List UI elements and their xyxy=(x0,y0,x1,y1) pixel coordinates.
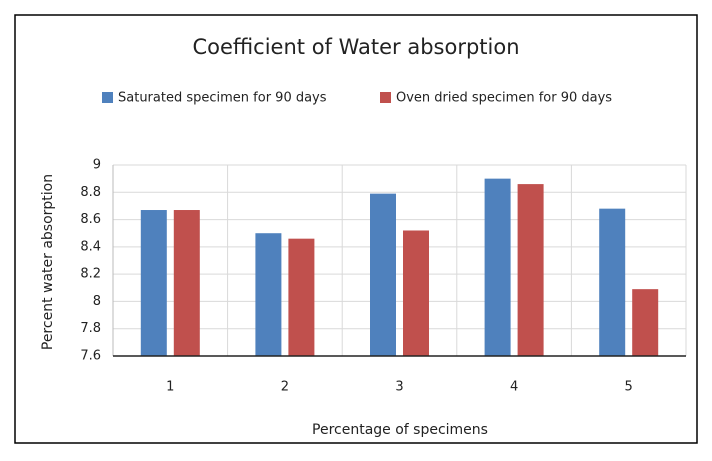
legend: Saturated specimen for 90 days Oven dried… xyxy=(102,91,612,106)
x-tick-label: 3 xyxy=(395,380,403,395)
chart-frame xyxy=(14,14,698,444)
bar xyxy=(517,184,544,356)
bar xyxy=(173,210,200,356)
bar xyxy=(288,238,315,356)
x-tick-label: 4 xyxy=(510,380,518,395)
legend-swatch xyxy=(102,92,113,103)
x-tick-label: 5 xyxy=(625,380,633,395)
bar xyxy=(370,193,396,356)
y-tick-label: 7.6 xyxy=(80,349,101,364)
bar xyxy=(599,208,626,356)
bar xyxy=(140,210,167,356)
y-tick-label: 8.4 xyxy=(80,239,101,254)
legend-label: Saturated specimen for 90 days xyxy=(118,91,327,106)
chart-title: Coefficient of Water absorption xyxy=(192,35,519,59)
bar xyxy=(484,178,511,356)
bar xyxy=(403,230,429,356)
legend-swatch xyxy=(380,92,391,103)
y-tick-label: 7.8 xyxy=(80,321,101,336)
y-tick-label: 8 xyxy=(93,294,101,309)
x-axis-label: Percentage of specimens xyxy=(312,422,488,438)
y-tick-label: 8.8 xyxy=(80,185,101,200)
bar xyxy=(632,289,659,356)
x-tick-label: 2 xyxy=(281,380,289,395)
legend-label: Oven dried specimen for 90 days xyxy=(396,91,612,106)
y-tick-label: 9 xyxy=(93,158,101,173)
y-tick-label: 8.6 xyxy=(80,212,101,227)
y-axis-label: Percent water absorption xyxy=(40,174,56,350)
bar xyxy=(255,233,282,356)
y-tick-label: 8.2 xyxy=(80,267,101,282)
x-tick-label: 1 xyxy=(166,380,174,395)
